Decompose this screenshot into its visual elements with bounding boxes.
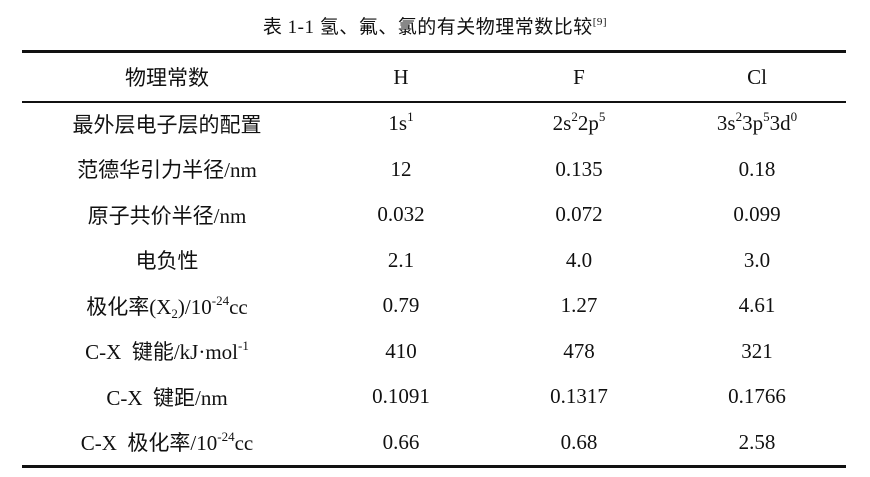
row-label: 最外层电子层的配置 xyxy=(72,112,262,137)
table-row: C-X 极化率/10-24cc 0.66 0.68 2.58 xyxy=(22,420,846,466)
value-chlorine: 0.099 xyxy=(733,202,781,227)
value-fluorine: 0.1317 xyxy=(550,384,608,409)
value-fluorine: 2s22p5 xyxy=(552,109,606,136)
table-row: 原子共价半径/nm 0.032 0.072 0.099 xyxy=(22,192,846,238)
value-chlorine: 321 xyxy=(741,338,773,363)
table-row: C-X 键距/nm 0.1091 0.1317 0.1766 xyxy=(22,374,846,420)
value-hydrogen: 410 xyxy=(385,338,417,363)
table-row: 范德华引力半径/nm 12 0.135 0.18 xyxy=(22,147,846,193)
table-header-row: 物理常数 H F Cl xyxy=(22,53,846,101)
row-label: 电负性 xyxy=(135,249,199,274)
value-hydrogen: 0.1091 xyxy=(372,384,430,409)
row-label: C-X 键能/kJ·mol-1 xyxy=(85,338,249,365)
table-top-rule xyxy=(22,50,846,53)
value-hydrogen: 2.1 xyxy=(387,247,415,272)
physical-constants-table: 物理常数 H F Cl 最外层电子层的配置 1s1 2s22p5 3s23p53d0 范… xyxy=(22,53,846,465)
table-header-rule xyxy=(22,101,846,103)
value-chlorine: 0.1766 xyxy=(728,384,786,409)
table-row: 电负性 2.1 4.0 3.0 xyxy=(22,238,846,284)
row-label: 范德华引力半径/nm xyxy=(77,158,257,183)
table-caption: 表 1-1 氢、氟、氯的有关物理常数比较[9] xyxy=(0,12,870,39)
value-chlorine: 3.0 xyxy=(743,247,771,272)
caption-reference: [9] xyxy=(592,16,608,28)
value-fluorine: 0.135 xyxy=(555,156,603,181)
table-row: C-X 键能/kJ·mol-1 410 478 321 xyxy=(22,329,846,375)
value-chlorine: 0.18 xyxy=(738,156,776,181)
value-fluorine: 0.072 xyxy=(555,202,603,227)
value-fluorine: 1.27 xyxy=(560,293,598,318)
value-chlorine: 3s23p53d0 xyxy=(716,109,798,136)
table-bottom-rule xyxy=(22,465,846,468)
value-hydrogen: 0.79 xyxy=(382,293,420,318)
header-hydrogen: H xyxy=(393,64,409,89)
table-row: 最外层电子层的配置 1s1 2s22p5 3s23p53d0 xyxy=(22,101,846,147)
value-chlorine: 2.58 xyxy=(738,429,776,454)
value-hydrogen: 0.66 xyxy=(382,429,420,454)
row-label: C-X 键距/nm xyxy=(106,385,228,410)
row-label: 极化率(X2)/10-24cc xyxy=(86,292,248,321)
header-fluorine: F xyxy=(573,64,585,89)
table-row: 极化率(X2)/10-24cc 0.79 1.27 4.61 xyxy=(22,283,846,329)
caption-text: 表 1-1 氢、氟、氯的有关物理常数比较 xyxy=(262,17,593,38)
value-fluorine: 478 xyxy=(563,338,595,363)
table-body: 最外层电子层的配置 1s1 2s22p5 3s23p53d0 范德华引力半径/nm 12 0… xyxy=(22,101,846,465)
value-fluorine: 4.0 xyxy=(565,247,593,272)
value-hydrogen: 0.032 xyxy=(377,202,425,227)
header-chlorine: Cl xyxy=(747,64,767,89)
value-fluorine: 0.68 xyxy=(560,429,598,454)
value-hydrogen: 1s1 xyxy=(388,109,414,136)
row-label: C-X 极化率/10-24cc xyxy=(80,429,254,456)
header-property: 物理常数 xyxy=(125,66,209,90)
value-chlorine: 4.61 xyxy=(738,293,776,318)
row-label: 原子共价半径/nm xyxy=(87,203,247,228)
value-hydrogen: 12 xyxy=(390,156,412,181)
